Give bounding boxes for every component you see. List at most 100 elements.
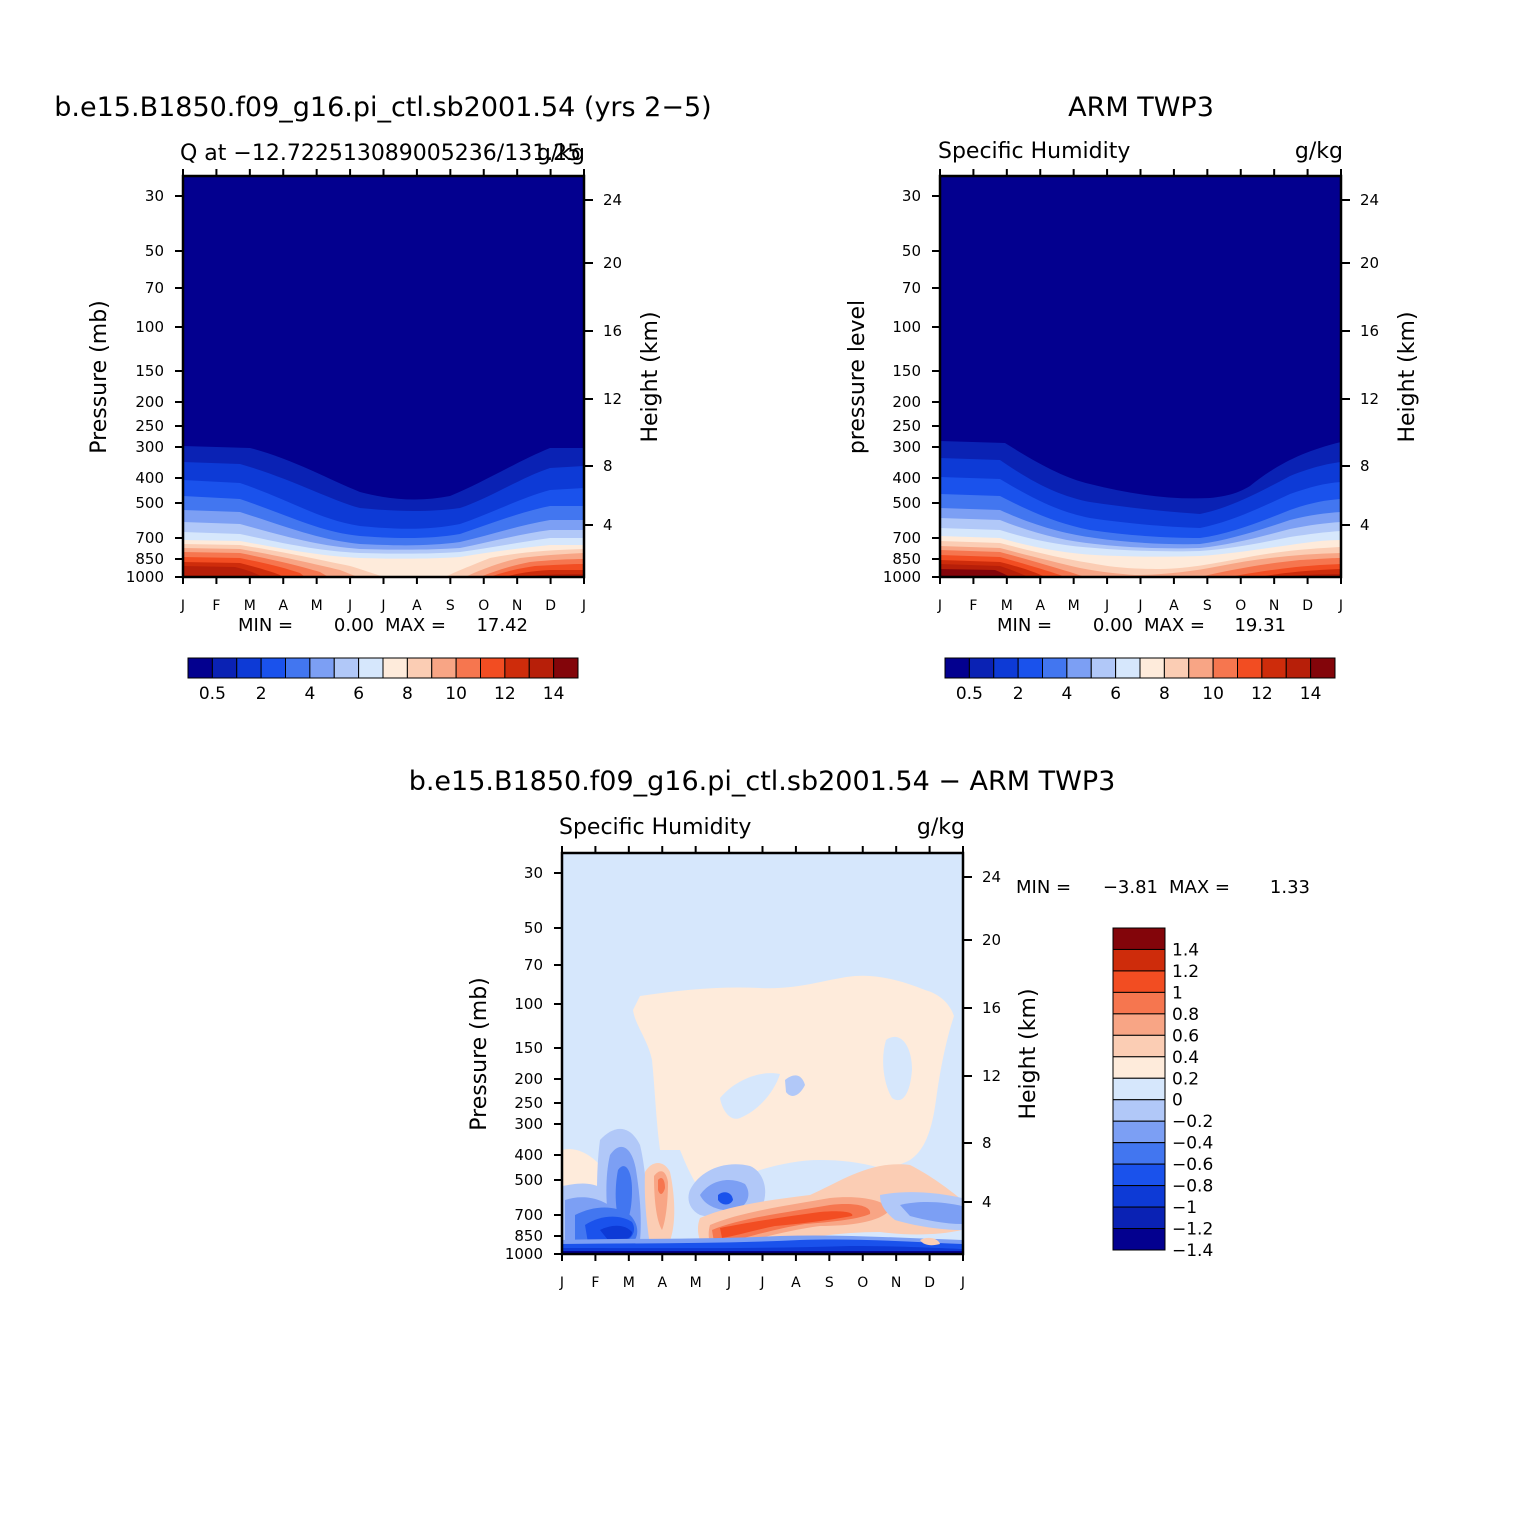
panel-model-pressure-label: 100 xyxy=(135,318,164,336)
panel-obs-pressure-label: 30 xyxy=(902,187,921,205)
panel-model-colorbar-box xyxy=(260,657,286,679)
panel-diff-colorbar-label: 0 xyxy=(1172,1091,1183,1111)
panel-diff-colorbar-label: 1.2 xyxy=(1172,962,1199,982)
panel-diff-pressure-label: 500 xyxy=(514,1171,543,1189)
panel-diff-colorbar-label: 0.8 xyxy=(1172,1005,1199,1025)
panel-model-colorbar-box xyxy=(382,657,408,679)
panel-model-colorbar-box xyxy=(358,657,384,679)
panel-diff-pressure-label: 50 xyxy=(524,919,543,937)
panel-model-month-label: J xyxy=(347,598,352,614)
panel-obs-title: ARM TWP3 xyxy=(1068,92,1214,123)
panel-diff-colorbar-label: 0.2 xyxy=(1172,1069,1199,1089)
panel-diff-colorbar-box xyxy=(1112,1034,1166,1058)
panel-model-colorbar-label: 2 xyxy=(256,684,267,704)
panel-model-pressure-label: 250 xyxy=(135,417,164,435)
panel-diff-region-neg-may-peak xyxy=(718,1192,733,1205)
panel-model-colorbar-box xyxy=(480,657,506,679)
panel-diff-month-label: O xyxy=(857,1275,868,1291)
panel-diff-pressure-label: 30 xyxy=(524,864,543,882)
panel-diff-region-neg-gap-2 xyxy=(785,1075,805,1096)
panel-diff-colorbar-box xyxy=(1112,1206,1166,1230)
panel-model-height-label: 24 xyxy=(603,191,622,209)
panel-model-month-label: O xyxy=(478,598,489,614)
panel-diff-colorbar-box xyxy=(1112,948,1166,972)
panel-obs-colorbar-label: 0.5 xyxy=(956,684,983,704)
panel-diff-min-label: MIN = xyxy=(1016,877,1071,898)
panel-diff-month-label: M xyxy=(623,1275,635,1291)
panel-model-min-label: MIN = xyxy=(238,615,293,636)
panel-model-pressure-label: 400 xyxy=(135,469,164,487)
panel-obs-height-label: 4 xyxy=(1360,516,1370,534)
panel-diff-height-label: 24 xyxy=(982,868,1001,886)
panel-diff-pressure-label: 70 xyxy=(524,956,543,974)
panel-diff-month-label: M xyxy=(690,1275,702,1291)
panel-obs-month-label: O xyxy=(1235,598,1246,614)
panel-diff-pressure-label: 250 xyxy=(514,1094,543,1112)
panel-diff-height-label: 4 xyxy=(982,1193,992,1211)
panel-diff-colorbar-label: −1 xyxy=(1172,1198,1197,1218)
panel-model-pressure-label: 50 xyxy=(145,242,164,260)
panel-diff-min-value: −3.81 xyxy=(1103,877,1158,898)
panel-model-height-label: 4 xyxy=(603,516,613,534)
panel-model-colorbar-label: 0.5 xyxy=(199,684,226,704)
panel-model-colorbar-box xyxy=(406,657,433,679)
panel-diff-height-label: 20 xyxy=(982,931,1001,949)
panel-obs-height-label: 24 xyxy=(1360,191,1379,209)
panel-obs-colorbar-box xyxy=(1090,657,1117,679)
panel-obs-ylabel: pressure level xyxy=(845,300,870,454)
panel-model-colorbar-box xyxy=(285,657,311,679)
panel-obs-pressure-label: 400 xyxy=(892,469,921,487)
panel-obs-colorbar-label: 14 xyxy=(1300,684,1322,704)
panel-model-month-label: M xyxy=(244,598,256,614)
panel-model-pressure-label: 1000 xyxy=(126,568,164,586)
panel-obs-pressure-label: 850 xyxy=(892,550,921,568)
panel-model-month-label: N xyxy=(512,598,522,614)
panel-obs-colorbar-box xyxy=(944,657,970,679)
panel-model-pressure-label: 700 xyxy=(135,529,164,547)
panel-diff-month-label: S xyxy=(825,1275,834,1291)
panel-model-height-label: 8 xyxy=(603,457,613,475)
panel-diff-month-label: F xyxy=(591,1275,599,1291)
panel-model-colorbar-box xyxy=(431,657,457,679)
panel-diff-region-pos-dec xyxy=(920,1237,940,1246)
panel-diff-max-value: 1.33 xyxy=(1270,877,1310,898)
panel-diff-colorbar-label: −0.6 xyxy=(1172,1155,1213,1175)
panel-diff-height-label: 8 xyxy=(982,1134,992,1152)
panel-diff-month-label: J xyxy=(559,1275,564,1291)
panel-obs-height-label: 8 xyxy=(1360,457,1370,475)
panel-diff-month-label: J xyxy=(759,1275,764,1291)
panel-obs-month-label: J xyxy=(1137,598,1142,614)
panel-model: b.e15.B1850.f09_g16.pi_ctl.sb2001.54 (yr… xyxy=(54,92,711,704)
panel-obs-month-label: S xyxy=(1203,598,1212,614)
panel-diff-region-pos-summer-peak xyxy=(720,1211,853,1238)
panel-obs-axes: J F M A M J J A S O N D J 30 50 70 100 150 200 250 300 400 500… xyxy=(883,169,1379,614)
panel-model-colorbar-box xyxy=(333,657,360,679)
panel-diff-colorbar-box xyxy=(1112,927,1166,950)
panel-model-colorbar-box xyxy=(309,657,335,679)
panel-diff-colorbar: 1.41.210.80.60.40.20−0.2−0.4−0.6−0.8−1−1… xyxy=(1112,927,1213,1261)
panel-model-pressure-label: 70 xyxy=(145,279,164,297)
panel-model-plot xyxy=(181,174,586,579)
panel-obs-subtitle: Specific Humidity xyxy=(938,139,1130,164)
panel-diff-title: b.e15.B1850.f09_g16.pi_ctl.sb2001.54 − A… xyxy=(409,766,1116,797)
panel-obs-height-label: 16 xyxy=(1360,322,1379,340)
panel-obs-colorbar-label: 8 xyxy=(1159,684,1170,704)
panel-diff-pressure-label: 700 xyxy=(514,1206,543,1224)
panel-diff-colorbar-box xyxy=(1112,1163,1166,1187)
panel-obs-plot xyxy=(938,174,1343,579)
panel-diff-colorbar-box xyxy=(1112,1013,1166,1036)
panel-model-month-label: J xyxy=(581,598,586,614)
panel-model-colorbar-label: 12 xyxy=(494,684,516,704)
panel-diff-month-label: A xyxy=(791,1275,801,1291)
panel-obs-colorbar-label: 4 xyxy=(1061,684,1072,704)
panel-model-month-label: A xyxy=(278,598,288,614)
panel-diff-colorbar-box xyxy=(1112,1228,1166,1251)
panel-model-ylabel: Pressure (mb) xyxy=(87,300,112,454)
panel-obs-month-label: A xyxy=(1035,598,1045,614)
panel-obs-colorbar-box xyxy=(1310,657,1336,679)
panel-diff-colorbar-box xyxy=(1112,991,1166,1015)
panel-diff-month-label: A xyxy=(657,1275,667,1291)
panel-diff-ylabel: Pressure (mb) xyxy=(467,977,492,1131)
panel-diff-units: g/kg xyxy=(917,815,965,840)
